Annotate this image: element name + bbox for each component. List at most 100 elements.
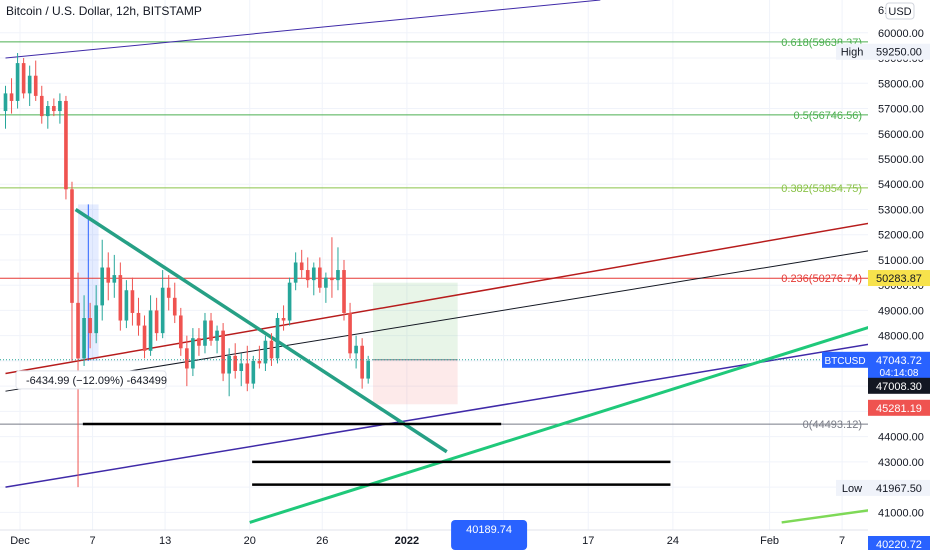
candle-body [142, 325, 147, 351]
currency-badge [885, 2, 915, 20]
x-tick-label: 7 [89, 535, 95, 547]
bottom-cut-label: 40220.72 [876, 539, 922, 550]
y-tick-label: 44000.00 [878, 432, 924, 444]
candle-body [348, 312, 352, 354]
candle-body [354, 345, 358, 354]
candle-body [130, 290, 135, 313]
candle-body [293, 262, 298, 283]
y-tick-label: 49000.00 [878, 305, 924, 317]
candle-body [185, 348, 189, 369]
low-value-label-bg [868, 479, 930, 496]
candle-body [9, 93, 14, 101]
candle-body [33, 75, 38, 96]
candle-body [106, 267, 111, 283]
currency-label: USD [888, 6, 911, 18]
candle-body [3, 93, 8, 112]
symbol-tag-text: BTCUSD [824, 356, 865, 367]
candle-body [299, 262, 304, 271]
stop-price-label-bg [868, 399, 930, 416]
candle-body [76, 302, 80, 359]
candle-body [27, 75, 32, 94]
candle-body [342, 270, 346, 313]
candle-body [15, 63, 20, 101]
candle-body [39, 95, 44, 117]
candle-body [136, 312, 141, 326]
y-tick-label: 55000.00 [878, 154, 924, 166]
candle-body [52, 106, 56, 112]
candle-body [45, 106, 50, 117]
candle-body [172, 297, 177, 316]
y-tick-label: 43000.00 [878, 457, 924, 469]
candle-body [221, 330, 225, 374]
candle-body [275, 318, 280, 359]
countdown-label: 04:14:08 [880, 368, 919, 379]
symbol-tag-bg [822, 351, 868, 368]
position-loss-zone [373, 359, 458, 405]
time-cursor-badge [451, 520, 528, 550]
last-price-label: 47008.30 [876, 381, 922, 393]
candle-body [336, 270, 340, 281]
candle-body [70, 189, 74, 303]
candle-body [257, 360, 262, 364]
candle-body [94, 305, 98, 334]
candle-body [305, 270, 310, 281]
candle-body [311, 267, 316, 281]
measure-label-box [15, 370, 167, 390]
y-tick-label: 57000.00 [878, 104, 924, 116]
candle-body [148, 310, 153, 351]
candle-body [366, 360, 371, 379]
label-layer: -6434.99 (−12.09%) -643499 High 59250.00 Lo… [0, 43, 930, 552]
last-price-label-bg [868, 377, 930, 394]
y-tick-label: 60000.00 [878, 28, 924, 40]
channel-red-line [5, 218, 891, 375]
candle-body [330, 277, 334, 281]
x-tick-label: 2022 [395, 535, 419, 547]
x-tick-label: 26 [316, 535, 328, 547]
candle-body [324, 277, 328, 288]
y-tick-label: 54000.00 [878, 179, 924, 191]
candle-body [245, 363, 250, 384]
candle-body [263, 340, 268, 364]
current-price-bg [868, 351, 930, 380]
current-price-label: 47043.72 [876, 355, 922, 367]
high-tag-text: High [841, 47, 864, 59]
candle-body [160, 287, 165, 334]
candle-body [227, 355, 231, 374]
candle-body [215, 330, 219, 341]
descending-trend-line [74, 208, 448, 454]
overlay-layer: 0.618(59638.37)0.5(56746.56)0.382(53854.… [0, 0, 891, 524]
x-tick-label: 7 [839, 535, 845, 547]
low-tag-text: Low [842, 483, 862, 495]
candle-body [233, 355, 238, 371]
candle-body [197, 338, 201, 346]
y-tick-label: 48000.00 [878, 331, 924, 343]
x-tick-label: 24 [667, 535, 679, 547]
y-tick-label: 58000.00 [878, 78, 924, 90]
candle-body [154, 310, 159, 334]
candle-layer [3, 53, 371, 488]
candle-body [239, 363, 244, 371]
ascending-trend-line [249, 319, 891, 524]
y-tick-label: 51000.00 [878, 255, 924, 267]
candle-body [287, 282, 292, 321]
fib-level-label: 0.382(53854.75) [781, 183, 862, 195]
low-tag-bg [836, 479, 868, 496]
candle-body [124, 290, 129, 321]
channel-blue-lower [5, 339, 891, 488]
y-tick-label: 53000.00 [878, 204, 924, 216]
stop-price-label: 45281.19 [876, 403, 922, 415]
measure-label-text: -6434.99 (−12.09%) -643499 [26, 375, 167, 387]
y-tick-label: 52000.00 [878, 230, 924, 242]
x-tick-label: 20 [244, 535, 256, 547]
thin-trend-line [5, 246, 891, 392]
candle-body [118, 275, 123, 321]
high-tag-bg [836, 43, 868, 60]
chart-title: Bitcoin / U.S. Dollar, 12h, BITSTAMP [6, 4, 202, 18]
candle-body [191, 338, 195, 369]
candle-body [318, 267, 322, 288]
candle-body [209, 320, 213, 341]
candle-body [100, 267, 105, 306]
candle-body [112, 275, 117, 283]
candle-body [251, 360, 256, 384]
